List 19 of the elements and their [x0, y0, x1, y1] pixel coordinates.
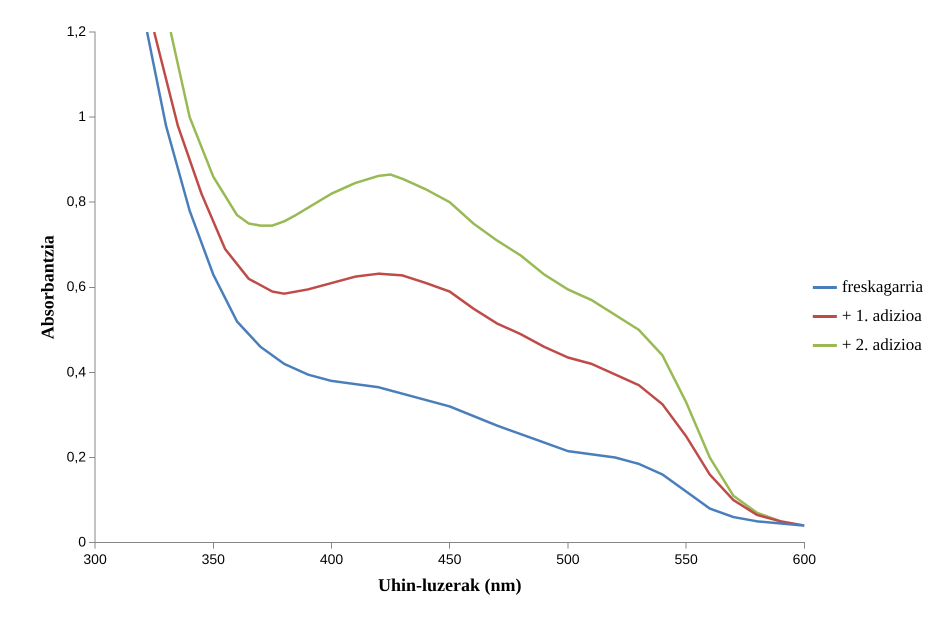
y-tick-label: 0,4	[66, 363, 86, 380]
x-tick-label: 600	[792, 550, 816, 567]
y-tick-label: 0,2	[66, 448, 86, 464]
legend-label: freskagarria	[842, 276, 924, 296]
x-tick-label: 450	[438, 550, 462, 567]
y-tick-label: 1	[78, 108, 86, 124]
legend-label: + 2. adizioa	[842, 334, 922, 354]
legend-label: + 1. adizioa	[842, 306, 922, 325]
x-tick-label: 500	[556, 550, 580, 567]
x-tick-label: 400	[320, 550, 344, 567]
y-tick-label: 0,6	[66, 278, 86, 294]
x-tick-label: 350	[202, 550, 226, 567]
x-tick-label: 550	[674, 550, 698, 567]
x-axis-title: Uhin-luzerak (nm)	[378, 574, 522, 595]
x-tick-label: 300	[83, 550, 107, 567]
y-tick-label: 1,2	[66, 22, 86, 39]
y-tick-label: 0	[78, 533, 86, 550]
y-tick-label: 0,8	[66, 193, 86, 210]
y-axis-title: Absorbantzia	[37, 235, 58, 340]
